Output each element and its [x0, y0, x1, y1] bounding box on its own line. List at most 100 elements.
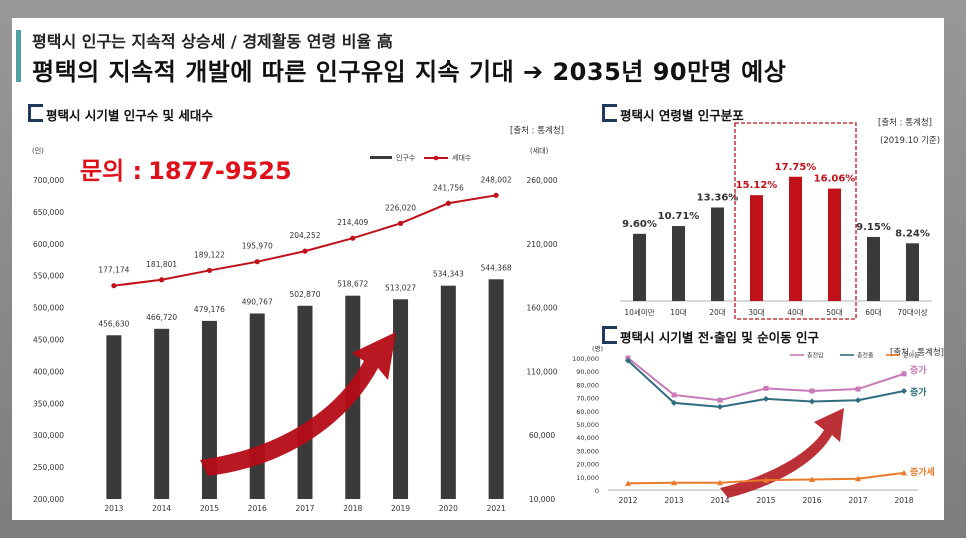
- household-label: 226,020: [385, 203, 416, 212]
- household-label: 181,801: [146, 260, 177, 269]
- chart1-x-tick: 2017: [295, 504, 314, 513]
- migration-point: [901, 469, 907, 476]
- accent-bar: [16, 30, 21, 82]
- migration-point: [717, 403, 723, 410]
- migration-point: [763, 477, 769, 483]
- chart1-right-tick: 10,000: [529, 495, 555, 504]
- chart1-ylabel-right: (세대): [530, 146, 549, 155]
- chart3-y-tick: 70,000: [576, 395, 599, 403]
- migration-end-label: 증가: [910, 386, 927, 398]
- population-bar-label: 502,870: [289, 290, 320, 299]
- contact-label: 문의 :: [80, 157, 143, 185]
- chart3-title: 평택시 시기별 전·출입 및 순이동 인구: [620, 330, 820, 345]
- migration-point: [717, 479, 723, 486]
- age-bar: [906, 243, 919, 301]
- household-point: [397, 220, 404, 226]
- chart2-title: 평택시 연령별 인구분포: [620, 108, 744, 123]
- chart3-y-tick: 60,000: [576, 408, 599, 416]
- chart1-left-tick: 400,000: [33, 367, 64, 376]
- population-bar: [393, 299, 409, 499]
- legend-household-marker: [433, 155, 439, 161]
- household-label: 204,252: [289, 231, 320, 240]
- migration-point: [809, 388, 815, 394]
- chart3-x-tick: 2015: [756, 496, 775, 505]
- chart2-note: (2019.10 기준): [880, 136, 941, 146]
- chart1-source: [출처 : 통계청]: [510, 126, 565, 136]
- chart3-y-tick: 20,000: [576, 461, 599, 469]
- chart3-legend-label: 순이동: [903, 352, 920, 360]
- household-label: 195,970: [242, 242, 273, 251]
- chart1-left-tick: 600,000: [33, 240, 64, 249]
- chart3-x-tick: 2014: [710, 496, 729, 505]
- contact-text: 문의 :1877-9525: [80, 151, 292, 186]
- age-bar-label: 17.75%: [775, 162, 817, 173]
- chart2-source: [출처 : 통계청]: [878, 118, 933, 128]
- chart1-right-tick: 160,000: [526, 304, 557, 313]
- age-bar-label: 13.36%: [697, 192, 739, 203]
- header-title: 평택의 지속적 개발에 따른 인구유입 지속 기대 ➔ 2035년 90만명 예…: [32, 58, 787, 86]
- age-bar: [867, 236, 880, 301]
- age-bar-label: 9.60%: [622, 219, 657, 230]
- age-x-tick: 30대: [748, 308, 765, 317]
- age-x-tick: 20대: [709, 308, 726, 317]
- chart3-ylabel: (명): [592, 344, 603, 353]
- contact-phone: 1877-9525: [148, 157, 292, 185]
- migration-point: [809, 476, 815, 482]
- age-x-tick: 60대: [865, 308, 882, 317]
- chart3-x-tick: 2018: [894, 496, 913, 505]
- age-bar-label: 8.24%: [895, 228, 930, 239]
- migration-point: [901, 388, 907, 394]
- household-point: [159, 277, 165, 283]
- age-bar: [711, 207, 724, 301]
- chart3-y-tick: 40,000: [576, 434, 599, 442]
- migration-point: [809, 398, 815, 405]
- population-bar: [297, 305, 313, 499]
- chart3-x-tick: 2013: [664, 496, 683, 505]
- chart3-y-tick: 30,000: [576, 447, 599, 455]
- migration-point: [763, 385, 769, 391]
- chart1-left-tick: 700,000: [33, 176, 64, 185]
- chart1-x-tick: 2014: [152, 504, 171, 513]
- section-bracket-icon: [28, 104, 43, 122]
- chart1-left-tick: 550,000: [33, 272, 64, 281]
- growth-arrow-icon: [200, 332, 396, 476]
- migration-point: [671, 399, 677, 406]
- age-x-tick: 10세미만: [624, 308, 654, 317]
- household-point: [445, 200, 451, 206]
- migration-point: [671, 392, 677, 398]
- section-bracket-icon: [602, 326, 617, 344]
- age-bar: [789, 176, 802, 301]
- age-x-tick: 50대: [826, 308, 843, 317]
- age-distribution-chart: 9.60% 10세미만 10.71% 10대 13.36% 20대 15.12% 30대 17.…: [620, 122, 932, 320]
- population-bar: [440, 285, 456, 499]
- migration-point: [717, 397, 723, 403]
- household-label: 248,002: [481, 175, 512, 184]
- household-point: [111, 283, 117, 289]
- household-label: 189,122: [194, 250, 225, 259]
- chart1-x-tick: 2018: [343, 504, 362, 513]
- chart3-x-tick: 2017: [848, 496, 867, 505]
- age-x-tick: 40대: [787, 308, 804, 317]
- household-label: 214,409: [337, 218, 368, 227]
- population-bar: [201, 320, 217, 499]
- population-bar-label: 544,368: [481, 263, 512, 272]
- chart3-x-tick: 2016: [802, 496, 821, 505]
- chart1-x-tick: 2016: [248, 504, 267, 513]
- migration-point: [855, 475, 861, 482]
- section-bracket-icon: [602, 104, 617, 122]
- chart1-left-tick: 300,000: [33, 431, 64, 440]
- chart3-x-tick: 2012: [618, 496, 637, 505]
- population-bar-label: 479,176: [194, 305, 225, 314]
- chart3-y-tick: 0: [595, 487, 599, 495]
- age-bar: [672, 226, 685, 301]
- header-subtitle: 평택시 인구는 지속적 상승세 / 경제활동 연령 비율 高: [32, 32, 393, 51]
- age-bar: [828, 188, 841, 301]
- chart3-legend-label: 총전출: [857, 352, 874, 360]
- population-bar-label: 466,720: [146, 313, 177, 322]
- chart1-x-tick: 2021: [487, 504, 506, 513]
- household-point: [350, 235, 356, 241]
- migration-chart: (명) 100,000 90,000 80,000 70,000 60,000 50,000…: [572, 344, 935, 505]
- age-bar: [750, 195, 763, 301]
- migration-end-label: 증가: [910, 364, 927, 376]
- chart3-y-tick: 10,000: [576, 474, 599, 482]
